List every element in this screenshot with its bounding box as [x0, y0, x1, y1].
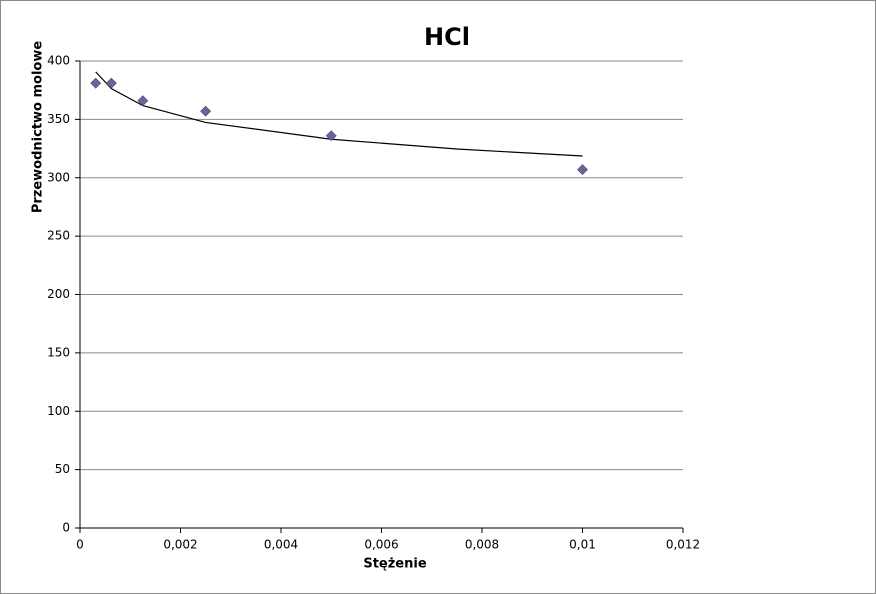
x-axis-label: Stężenie — [363, 557, 426, 572]
data-point — [105, 77, 117, 89]
y-tick-label: 250 — [47, 229, 70, 243]
data-point — [137, 95, 149, 107]
x-tick-label: 0,004 — [264, 538, 298, 552]
trendline — [95, 71, 583, 157]
data-point — [200, 105, 212, 117]
y-tick-label: 150 — [47, 345, 70, 359]
y-tick-label: 300 — [47, 170, 70, 184]
data-point — [325, 130, 337, 142]
x-tick-label: 0,002 — [163, 538, 197, 552]
x-tick-label: 0,006 — [364, 538, 398, 552]
x-tick-label: 0,012 — [666, 538, 700, 552]
data-point — [577, 164, 588, 176]
y-tick-label: 0 — [62, 521, 70, 535]
data-point — [90, 77, 102, 89]
y-tick-label: 50 — [55, 462, 70, 476]
x-tick-label: 0 — [76, 538, 84, 552]
x-tick-label: 0,008 — [465, 538, 499, 552]
y-axis-label: Przewodnictwo molowe — [31, 41, 46, 214]
x-tick-label: 0,01 — [569, 538, 596, 552]
chart-title: HCl — [424, 23, 470, 51]
y-tick-label: 400 — [47, 54, 70, 68]
y-tick-label: 100 — [47, 404, 70, 418]
y-tick-label: 350 — [47, 112, 70, 126]
y-tick-label: 200 — [47, 287, 70, 301]
